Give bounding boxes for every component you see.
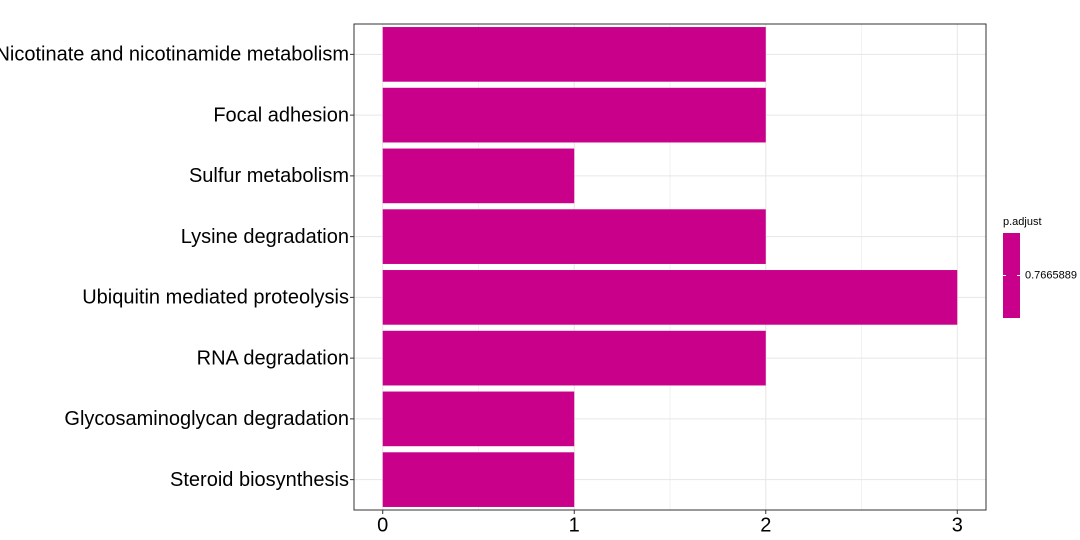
legend-colorbar (1003, 233, 1020, 318)
bar (382, 270, 958, 325)
x-tick-label: 3 (952, 514, 963, 536)
y-tick-label: Nicotinate and nicotinamide metabolism (0, 44, 349, 66)
y-tick-label: Steroid biosynthesis (170, 469, 349, 491)
y-tick-label: RNA degradation (197, 347, 349, 369)
x-tick-label: 0 (377, 514, 388, 536)
bar (382, 330, 766, 386)
y-tick-label: Ubiquitin mediated proteolysis (82, 287, 349, 309)
x-tick-label: 2 (760, 514, 771, 536)
bar (382, 209, 766, 264)
panel-border (353, 23, 987, 511)
bar (382, 27, 766, 82)
y-tick-label: Sulfur metabolism (189, 165, 349, 187)
bar (382, 452, 575, 507)
bar (382, 148, 575, 204)
legend-label: 0.7665889 (1025, 269, 1077, 281)
bar (382, 391, 575, 447)
legend-title: p.adjust (1003, 216, 1042, 228)
y-tick-label: Glycosaminoglycan degradation (64, 408, 349, 430)
y-tick-label: Lysine degradation (181, 226, 349, 248)
bar (382, 87, 766, 143)
y-tick-label: Focal adhesion (213, 104, 349, 126)
x-tick-label: 1 (569, 514, 580, 536)
